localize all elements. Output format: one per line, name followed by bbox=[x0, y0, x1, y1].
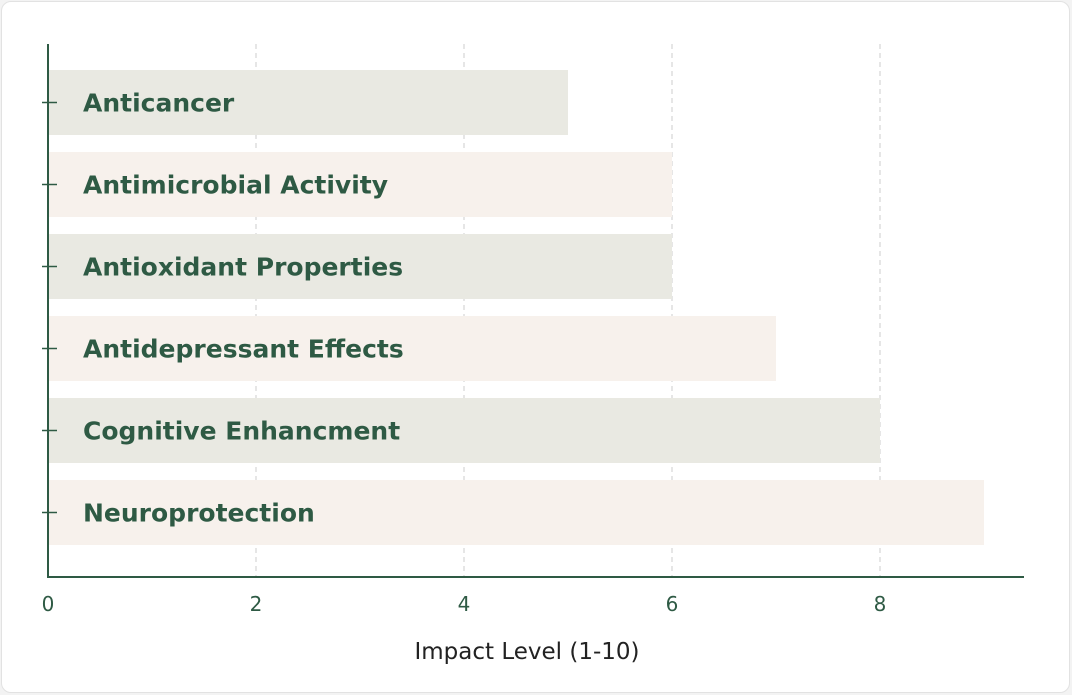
bar-label: Anticancer bbox=[83, 89, 235, 118]
axes bbox=[42, 44, 1024, 578]
x-tick-label: 6 bbox=[666, 592, 679, 616]
bar bbox=[49, 70, 568, 135]
x-tick-label: 0 bbox=[42, 592, 55, 616]
x-tick-label: 2 bbox=[250, 592, 263, 616]
bar bbox=[49, 480, 984, 545]
bar-label: Cognitive Enhancment bbox=[83, 417, 400, 446]
bar-label: Neuroprotection bbox=[83, 499, 315, 528]
x-axis-title: Impact Level (1-10) bbox=[414, 639, 639, 665]
bar bbox=[49, 398, 880, 463]
bar-label: Antidepressant Effects bbox=[83, 335, 404, 364]
bar bbox=[49, 234, 672, 299]
x-tick-labels: 0 2 4 6 8 bbox=[42, 592, 887, 616]
bar-label: Antioxidant Properties bbox=[83, 253, 403, 282]
bar bbox=[49, 152, 672, 217]
category-labels: Anticancer Antimicrobial Activity Antioxid… bbox=[83, 89, 404, 528]
bar bbox=[49, 316, 776, 381]
x-tick-label: 8 bbox=[874, 592, 887, 616]
bar-label: Antimicrobial Activity bbox=[83, 171, 388, 200]
x-tick-label: 4 bbox=[458, 592, 471, 616]
bars bbox=[49, 70, 984, 545]
